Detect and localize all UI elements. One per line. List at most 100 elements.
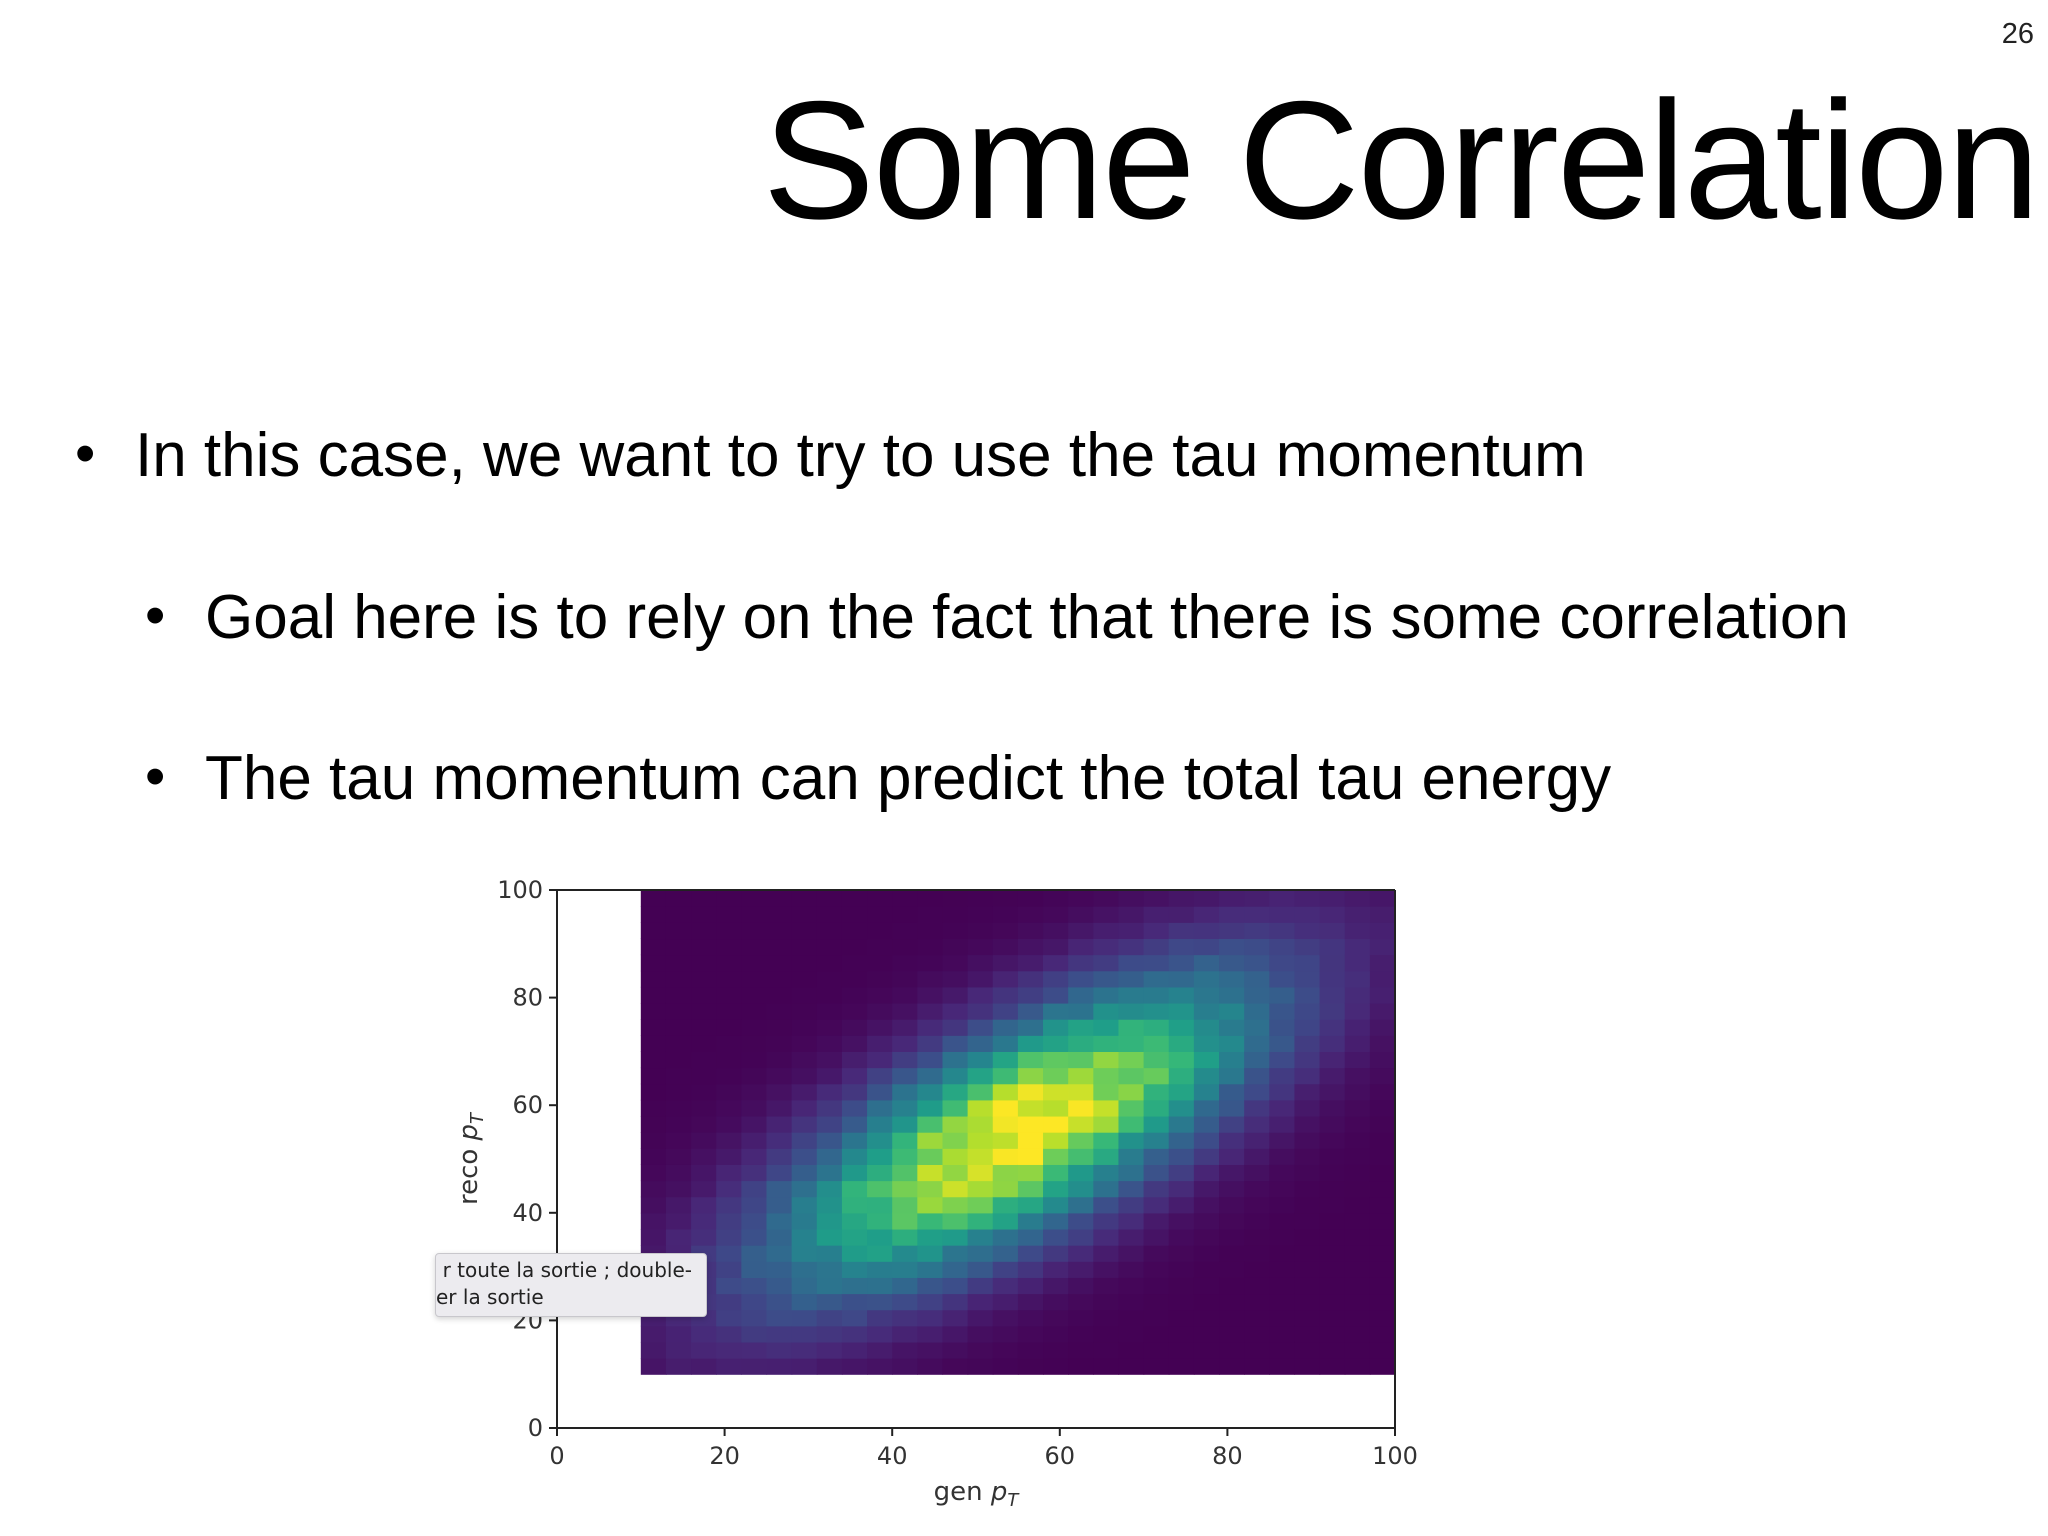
heatmap-cell	[1118, 1212, 1145, 1230]
heatmap-cell	[917, 1164, 944, 1182]
heatmap-cell	[942, 1132, 969, 1149]
heatmap-cell	[741, 1309, 768, 1327]
heatmap-cell	[1168, 1099, 1195, 1117]
heatmap-cell	[867, 1277, 893, 1295]
heatmap-cell	[1193, 986, 1220, 1004]
heatmap-cell	[1193, 1309, 1220, 1327]
heatmap-cell	[917, 1002, 944, 1020]
y-tick-label: 100	[497, 876, 543, 904]
heatmap-cell	[1093, 922, 1120, 940]
heatmap-cell	[1269, 1148, 1296, 1165]
heatmap-cell	[691, 1115, 717, 1133]
heatmap-cell	[1219, 1358, 1245, 1375]
heatmap-cell	[867, 1148, 893, 1165]
heatmap-cell	[1093, 1212, 1120, 1230]
heatmap-cell	[1017, 1148, 1044, 1165]
heatmap-cell	[1219, 906, 1245, 923]
heatmap-cell	[1068, 1180, 1094, 1198]
heatmap-cell	[942, 1099, 969, 1117]
heatmap-cell	[766, 986, 793, 1004]
heatmap-cell	[716, 1067, 742, 1085]
heatmap-cell	[1244, 890, 1270, 907]
heatmap-cell	[1043, 1148, 1069, 1165]
heatmap-cell	[1319, 1148, 1346, 1165]
y-tick-label: 0	[528, 1414, 543, 1442]
heatmap-cell	[1143, 1358, 1170, 1375]
heatmap-cell	[892, 1261, 918, 1278]
heatmap-cell	[1344, 1245, 1371, 1262]
heatmap-cell	[967, 1309, 994, 1327]
heatmap-cell	[816, 1099, 843, 1117]
heatmap-cell	[741, 1099, 768, 1117]
heatmap-cell	[691, 1341, 717, 1359]
heatmap-cell	[1193, 1115, 1220, 1133]
heatmap-cell	[640, 1035, 667, 1052]
heatmap-cell	[1093, 1277, 1120, 1295]
heatmap-cell	[1068, 1212, 1094, 1230]
heatmap-cell	[1118, 1083, 1145, 1101]
heatmap-cell	[992, 1019, 1019, 1036]
heatmap-cell	[1043, 890, 1069, 907]
heatmap-cell	[892, 1051, 918, 1069]
heatmap-cell	[1093, 1196, 1120, 1214]
heatmap-cell	[716, 1245, 742, 1262]
heatmap-cell	[741, 1051, 768, 1069]
heatmap-cell	[665, 1180, 692, 1198]
heatmap-cell	[816, 986, 843, 1004]
heatmap-cell	[1369, 1261, 1396, 1278]
heatmap-cell	[1168, 1083, 1195, 1101]
heatmap-cell	[816, 1341, 843, 1359]
heatmap-cell	[992, 1212, 1019, 1230]
heatmap-cell	[967, 1099, 994, 1117]
heatmap-cell	[766, 1228, 793, 1246]
heatmap-cell	[791, 1148, 818, 1165]
heatmap-cell	[917, 1309, 944, 1327]
heatmap-cell	[1193, 1228, 1220, 1246]
heatmap-cell	[1319, 986, 1346, 1004]
heatmap-cell	[791, 970, 818, 988]
heatmap-cell	[841, 1083, 868, 1101]
heatmap-cell	[942, 1228, 969, 1246]
heatmap-cell	[816, 1309, 843, 1327]
heatmap-cell	[716, 1228, 742, 1246]
heatmap-cell	[1294, 1180, 1321, 1198]
heatmap-cell	[967, 1148, 994, 1165]
heatmap-cell	[1017, 1035, 1044, 1052]
heatmap-cell	[992, 1261, 1019, 1278]
heatmap-cell	[992, 1132, 1019, 1149]
heatmap-cell	[867, 1245, 893, 1262]
heatmap-cell	[791, 1212, 818, 1230]
heatmap-cell	[741, 1132, 768, 1149]
heatmap-cell	[1093, 1245, 1120, 1262]
heatmap-cell	[1344, 1164, 1371, 1182]
heatmap-cell	[917, 922, 944, 940]
heatmap-cell	[716, 1132, 742, 1149]
heatmap-cell	[1344, 1051, 1371, 1069]
heatmap-cell	[841, 1245, 868, 1262]
heatmap-cell	[1219, 1245, 1245, 1262]
heatmap-cell	[841, 1148, 868, 1165]
heatmap-cell	[1068, 1309, 1094, 1327]
heatmap-cell	[917, 1228, 944, 1246]
heatmap-cell	[1043, 1309, 1069, 1327]
heatmap-cell	[716, 1019, 742, 1036]
heatmap-cell	[1193, 1261, 1220, 1278]
heatmap-cell	[1093, 1309, 1120, 1327]
heatmap-cell	[942, 1212, 969, 1230]
heatmap-cell	[1269, 986, 1296, 1004]
heatmap-cell	[741, 1277, 768, 1295]
heatmap-cell	[691, 906, 717, 923]
heatmap-cell	[1269, 1035, 1296, 1052]
heatmap-cell	[691, 1051, 717, 1069]
heatmap-cell	[741, 954, 768, 972]
tooltip-line-1: r toute la sortie ; double-	[442, 1258, 692, 1282]
heatmap-cell	[716, 890, 742, 907]
heatmap-cell	[917, 1261, 944, 1278]
heatmap-cell	[841, 1180, 868, 1198]
heatmap-cell	[867, 1132, 893, 1149]
heatmap-cell	[1193, 1341, 1220, 1359]
heatmap-cell	[1269, 906, 1296, 923]
heatmap-cell	[1319, 1325, 1346, 1343]
heatmap-cell	[1193, 1035, 1220, 1052]
heatmap-cell	[1344, 890, 1371, 907]
